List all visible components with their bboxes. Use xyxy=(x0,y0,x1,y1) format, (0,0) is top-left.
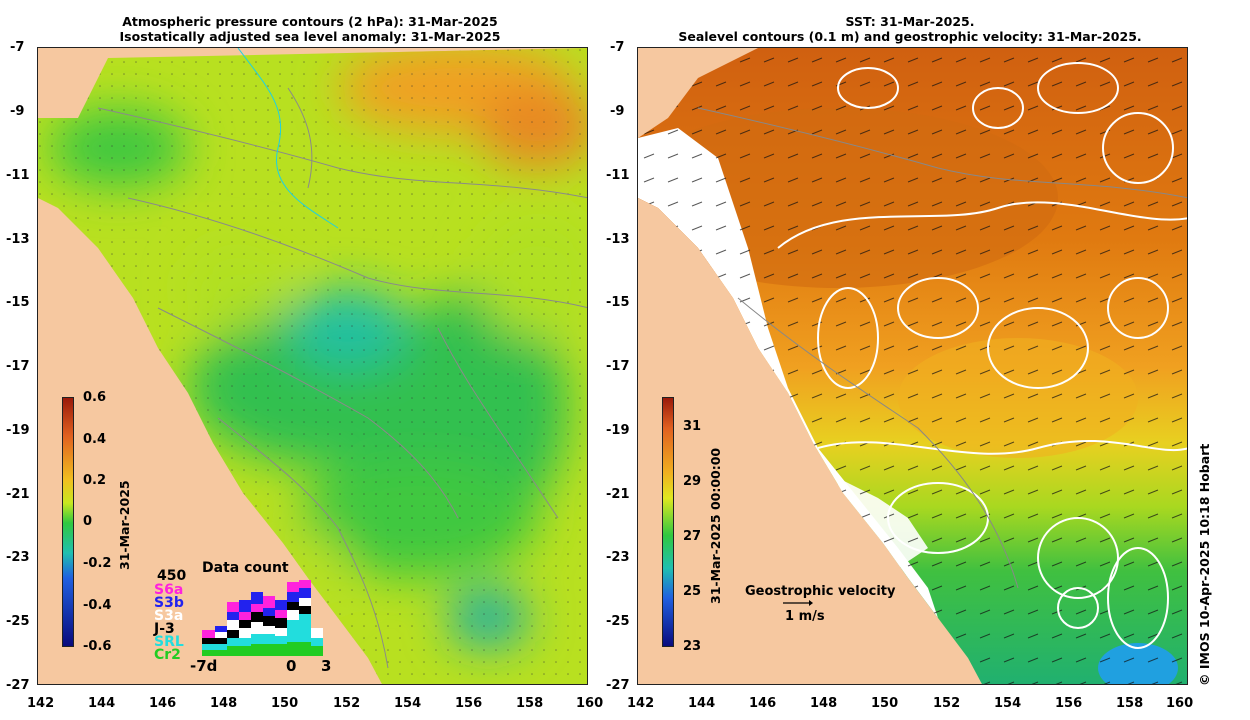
left-map-title: Atmospheric pressure contours (2 hPa): 3… xyxy=(30,14,590,44)
lat-tick: -25 xyxy=(606,614,630,629)
pressure-contour xyxy=(237,48,339,229)
data-count-bars xyxy=(202,580,323,656)
right-date-label: 31-Mar-2025 00:00:00 xyxy=(708,447,723,604)
mission-label: S3a xyxy=(154,608,184,624)
lat-tick: -27 xyxy=(6,678,30,693)
colorbar-tick: 0.6 xyxy=(83,390,107,405)
data-count-inset: 450 Data count S6a S3b S3a J-3 SRL Cr2 -… xyxy=(150,560,340,680)
colorbar-tick: 23 xyxy=(683,639,702,654)
left-title-line1: Atmospheric pressure contours (2 hPa): 3… xyxy=(122,14,498,29)
anomaly-colorbar xyxy=(62,397,74,647)
inset-max-label: 450 xyxy=(157,568,187,584)
velocity-arrow-icon xyxy=(783,600,813,606)
right-map-title: SST: 31-Mar-2025. Sealevel contours (0.1… xyxy=(630,14,1190,44)
bathymetry-contours-right xyxy=(697,107,1187,589)
mission-label: S3b xyxy=(154,595,184,611)
lon-tick: 146 xyxy=(149,696,177,711)
lon-tick: 158 xyxy=(1116,696,1144,711)
lat-tick: -19 xyxy=(606,423,630,438)
colorbar-tick: 0 xyxy=(83,514,93,529)
mission-label: J-3 xyxy=(154,621,175,637)
lon-tick: 142 xyxy=(627,696,655,711)
lat-tick: -9 xyxy=(610,104,625,119)
left-title-line2: Isostatically adjusted sea level anomaly… xyxy=(119,29,501,44)
lat-tick: -17 xyxy=(6,359,30,374)
lon-tick: 146 xyxy=(749,696,777,711)
lat-tick: -23 xyxy=(606,550,630,565)
lon-tick: 150 xyxy=(871,696,899,711)
lon-tick: 148 xyxy=(210,696,238,711)
inset-xlabel: 3 xyxy=(321,657,332,675)
lat-tick: -7 xyxy=(10,40,25,55)
colorbar-tick: 0.2 xyxy=(83,473,107,488)
lat-tick: -7 xyxy=(610,40,625,55)
sealevel-contours xyxy=(777,62,1187,649)
mission-label: SRL xyxy=(154,634,184,650)
lon-tick: 156 xyxy=(455,696,483,711)
lat-tick: -25 xyxy=(6,614,30,629)
imos-credit: © IMOS 10-Apr-2025 10:18 Hobart xyxy=(1197,443,1212,686)
colorbar-tick: -0.6 xyxy=(83,639,112,654)
colorbar-tick: 25 xyxy=(683,584,702,599)
inset-xlabel: -7d xyxy=(190,657,218,675)
left-date-label: 31-Mar-2025 xyxy=(117,480,132,570)
colorbar-tick: 0.4 xyxy=(83,432,107,447)
lat-tick: -21 xyxy=(6,487,30,502)
velocity-legend-label: Geostrophic velocity xyxy=(745,584,896,599)
inset-xlabel: 0 xyxy=(286,657,297,675)
lon-tick: 160 xyxy=(576,696,604,711)
colorbar-tick: -0.2 xyxy=(83,556,112,571)
velocity-scale-label: 1 m/s xyxy=(785,609,825,624)
right-title-line2: Sealevel contours (0.1 m) and geostrophi… xyxy=(678,29,1142,44)
colorbar-tick: -0.4 xyxy=(83,598,112,613)
lon-tick: 152 xyxy=(933,696,961,711)
lon-tick: 156 xyxy=(1055,696,1083,711)
lat-tick: -13 xyxy=(606,232,630,247)
lat-tick: -27 xyxy=(606,678,630,693)
sst-colorbar xyxy=(662,397,674,647)
lon-tick: 142 xyxy=(27,696,55,711)
lon-tick: 154 xyxy=(994,696,1022,711)
lon-tick: 160 xyxy=(1166,696,1194,711)
lat-tick: -11 xyxy=(606,168,630,183)
colorbar-tick: 29 xyxy=(683,474,702,489)
lat-tick: -17 xyxy=(606,359,630,374)
lat-tick: -9 xyxy=(10,104,25,119)
lat-tick: -13 xyxy=(6,232,30,247)
sea-level-anomaly-map xyxy=(37,47,588,685)
mission-label: Cr2 xyxy=(154,647,181,663)
lat-tick: -11 xyxy=(6,168,30,183)
lon-tick: 158 xyxy=(516,696,544,711)
lon-tick: 148 xyxy=(810,696,838,711)
colorbar-tick: 31 xyxy=(683,419,702,434)
bar-stack xyxy=(202,580,323,656)
lat-tick: -19 xyxy=(6,423,30,438)
sst-map xyxy=(637,47,1188,685)
lat-tick: -23 xyxy=(6,550,30,565)
mission-label: S6a xyxy=(154,582,184,598)
colorbar-tick: 27 xyxy=(683,529,702,544)
inset-title: Data count xyxy=(202,560,289,576)
lon-tick: 144 xyxy=(88,696,116,711)
lat-tick: -21 xyxy=(606,487,630,502)
lon-tick: 154 xyxy=(394,696,422,711)
lon-tick: 144 xyxy=(688,696,716,711)
right-title-line1: SST: 31-Mar-2025. xyxy=(845,14,975,29)
lon-tick: 152 xyxy=(333,696,361,711)
lon-tick: 150 xyxy=(271,696,299,711)
bathymetry-contours xyxy=(97,87,587,669)
lat-tick: -15 xyxy=(6,295,30,310)
lat-tick: -15 xyxy=(606,295,630,310)
